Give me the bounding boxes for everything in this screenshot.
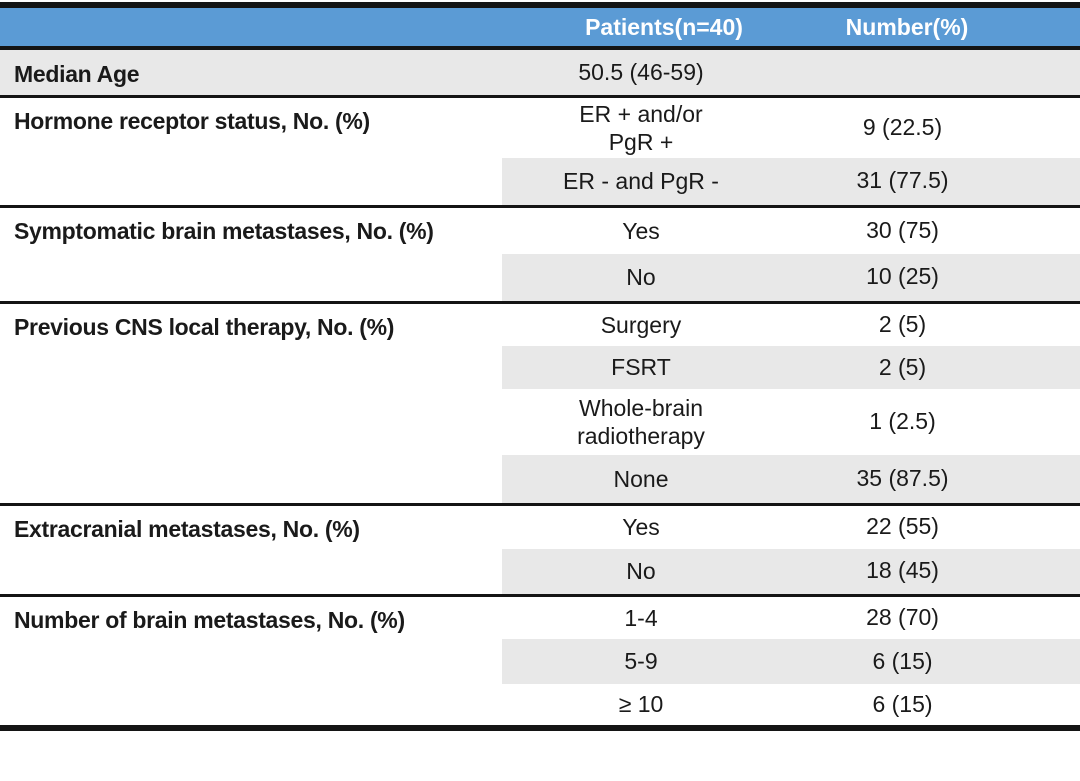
category-cell: FSRT — [502, 346, 780, 389]
table-row-mets-1-4: Number of brain metastases, No. (%) 1-4 … — [0, 593, 1080, 728]
table-row-wbrt: Whole-brain radiotherapy 1 (2.5) — [0, 389, 1080, 455]
header-patients: Patients(n=40) — [502, 5, 780, 50]
table-row-extracranial-no: No 18 (45) — [0, 549, 1080, 595]
value-cell: 18 (45) — [780, 549, 1080, 595]
patient-characteristics-table: Patients(n=40) Number(%) Median Age 50.5… — [0, 2, 1080, 731]
value-cell: 9 (22.5) — [780, 94, 1080, 158]
category-cell: ER - and PgR - — [502, 158, 780, 206]
value-cell: 10 (25) — [780, 254, 1080, 302]
table-row-mets-ge10: ≥ 10 6 (15) — [0, 684, 1080, 728]
category-cell: Surgery — [502, 300, 780, 346]
table-row-er-neg: ER - and PgR - 31 (77.5) — [0, 158, 1080, 206]
value-cell: 22 (55) — [780, 502, 1080, 549]
value-cell: 2 (5) — [780, 300, 1080, 346]
table-row-extracranial-yes: Extracranial metastases, No. (%) Yes 22 … — [0, 502, 1080, 595]
header-row: Patients(n=40) Number(%) — [0, 5, 1080, 50]
value-cell: 1 (2.5) — [869, 408, 936, 435]
value-cell: 2 (5) — [780, 346, 1080, 389]
value-cell — [780, 46, 1080, 96]
value-cell: 30 (75) — [780, 204, 1080, 254]
table-row-surgery: Previous CNS local therapy, No. (%) Surg… — [0, 300, 1080, 504]
table-row-mets-5-9: 5-9 6 (15) — [0, 639, 1080, 684]
value-cell: 6 (15) — [872, 690, 933, 717]
category-cell: 1-4 — [502, 593, 780, 639]
row-label: Previous CNS local therapy, No. (%) — [0, 300, 502, 504]
category-cell: Yes — [502, 502, 780, 549]
category-cell: ER + and/or PgR + — [502, 94, 780, 158]
table-row-median-age: Median Age 50.5 (46-59) — [0, 46, 1080, 96]
value-cell: 6 (15) — [780, 639, 1080, 684]
category-cell: None — [502, 455, 780, 504]
row-label: Extracranial metastases, No. (%) — [0, 502, 502, 595]
category-cell: Whole-brain radiotherapy — [577, 394, 705, 449]
category-cell: ≥ 10 — [618, 691, 664, 718]
category-cell: No — [502, 254, 780, 302]
category-cell: Yes — [502, 204, 780, 254]
row-label: Hormone receptor status, No. (%) — [0, 94, 502, 206]
table-row-fsrt: FSRT 2 (5) — [0, 346, 1080, 389]
category-cell: 5-9 — [502, 639, 780, 684]
row-label: Number of brain metastases, No. (%) — [0, 593, 502, 728]
table-row-er-pos: Hormone receptor status, No. (%) ER + an… — [0, 94, 1080, 206]
value-cell: 28 (70) — [780, 593, 1080, 639]
value-cell: 35 (87.5) — [780, 455, 1080, 504]
header-blank-cell — [0, 5, 502, 50]
category-cell: No — [502, 549, 780, 595]
table-row-none: None 35 (87.5) — [0, 455, 1080, 504]
header-number: Number(%) — [780, 5, 1080, 50]
row-label: Symptomatic brain metastases, No. (%) — [0, 204, 502, 302]
row-label: Median Age — [0, 46, 502, 96]
value-cell: 31 (77.5) — [780, 158, 1080, 206]
table-row-symptomatic-no: No 10 (25) — [0, 254, 1080, 302]
category-cell: 50.5 (46-59) — [502, 46, 780, 96]
characteristics-table: Patients(n=40) Number(%) Median Age 50.5… — [0, 2, 1080, 731]
table-row-symptomatic-yes: Symptomatic brain metastases, No. (%) Ye… — [0, 204, 1080, 302]
